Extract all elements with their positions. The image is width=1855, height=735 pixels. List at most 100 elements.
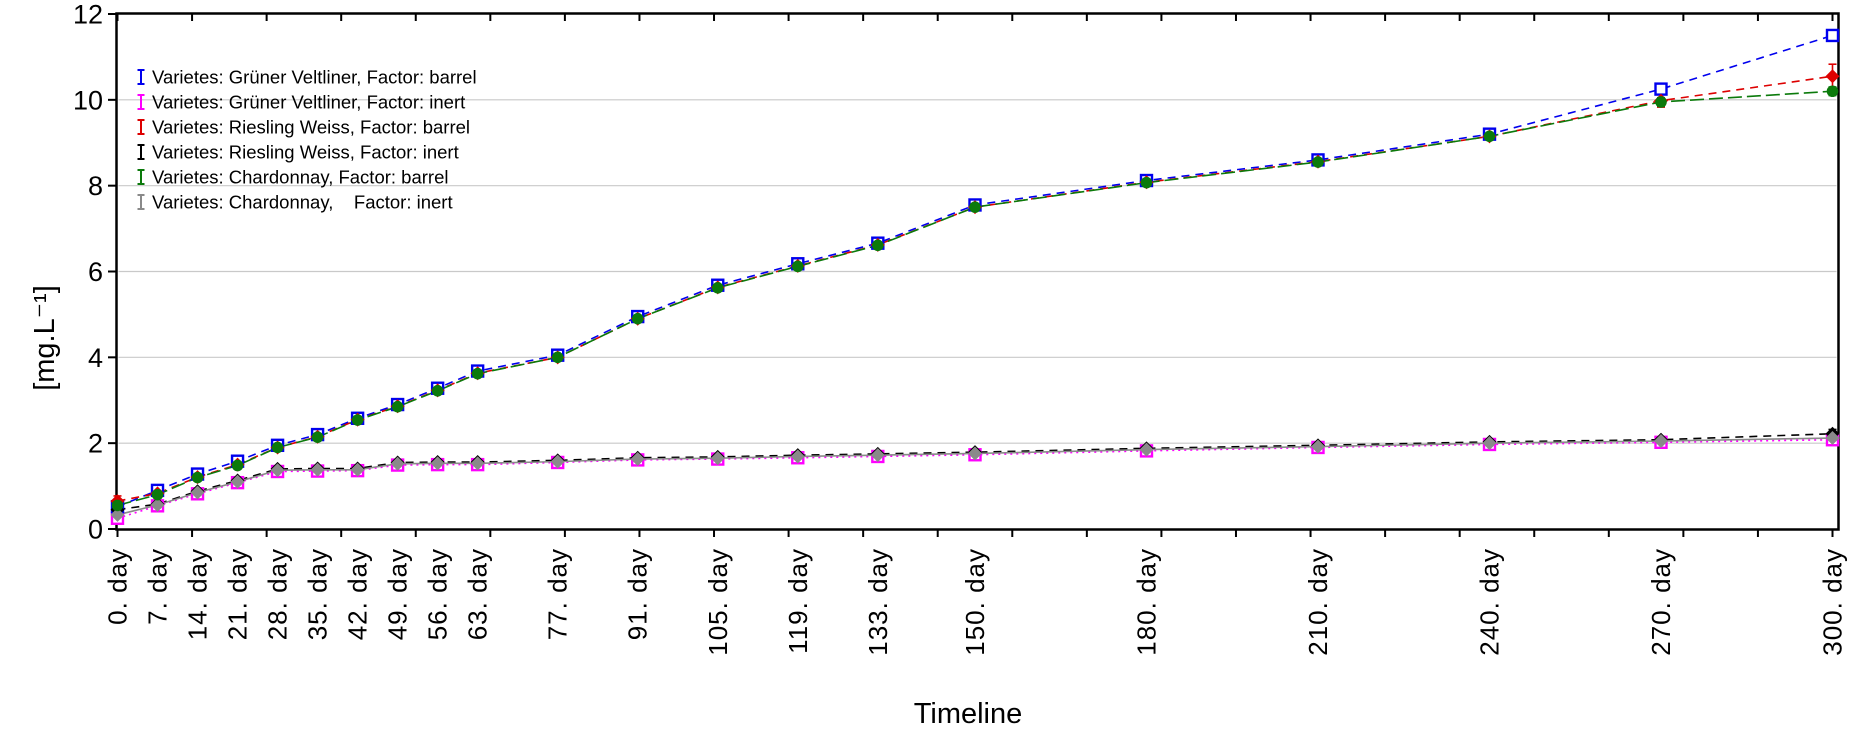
legend-item: Varietes: Grüner Veltliner, Factor: barr… (137, 67, 477, 88)
x-tick-label: 42. day (343, 548, 373, 640)
data-point-marker (471, 367, 484, 380)
data-point-marker (1482, 436, 1497, 451)
data-point-marker (1655, 96, 1667, 108)
data-point-marker (151, 488, 164, 501)
data-point-marker (710, 451, 725, 466)
data-point-marker (551, 351, 564, 364)
x-tick-label: 180. day (1132, 548, 1162, 656)
x-tick-label: 91. day (623, 548, 653, 640)
data-point-marker (1826, 85, 1839, 98)
x-tick-label: 35. day (303, 548, 333, 640)
data-point-marker (630, 452, 645, 467)
x-tick-label: 63. day (463, 548, 493, 640)
y-tick-label: 4 (88, 343, 103, 373)
x-tick-label: 49. day (383, 548, 413, 640)
error-bar-icon (137, 144, 145, 160)
data-point-marker (150, 497, 165, 512)
error-bar-icon (137, 119, 145, 135)
data-point-marker (1483, 130, 1496, 143)
x-tick-label: 270. day (1646, 548, 1676, 656)
data-point-marker (1140, 176, 1153, 189)
data-point-marker (311, 431, 324, 443)
plot-area: 0 2 4 6 8 10 12 0. day 7. day 14. day 21. day 28. d… (73, 0, 1848, 656)
x-tick-label: 240. day (1475, 548, 1505, 656)
data-point-marker (350, 462, 365, 477)
legend-label: Varietes: Riesling Weiss, Factor: barrel (152, 117, 470, 138)
error-bar-icon (137, 194, 145, 210)
data-point-marker (390, 456, 405, 471)
y-tick-label: 2 (88, 429, 103, 459)
data-point-marker (1654, 434, 1668, 449)
data-point-marker (1825, 69, 1840, 84)
data-point-marker (391, 400, 404, 413)
data-point-marker (430, 456, 445, 471)
y-tick-label: 12 (73, 0, 103, 30)
data-point-marker (1654, 82, 1668, 96)
x-tick-label: 105. day (703, 548, 733, 656)
legend-label: Varietes: Riesling Weiss, Factor: inert (152, 142, 459, 163)
x-tick-label: 0. day (103, 548, 133, 625)
y-tick-label: 0 (88, 515, 103, 545)
legend-item: Varietes: Riesling Weiss, Factor: inert (137, 142, 459, 163)
x-tick-label: 210. day (1303, 548, 1333, 656)
error-bar-icon (137, 94, 145, 110)
data-point-marker (1825, 431, 1840, 446)
data-point-marker (870, 448, 885, 463)
x-tick-label: 56. day (423, 548, 453, 640)
data-point-marker (631, 312, 644, 325)
legend-item: Varietes: Riesling Weiss, Factor: barrel (137, 117, 470, 138)
data-point-marker (431, 385, 444, 397)
data-point-marker (550, 454, 565, 469)
x-tick-label: 14. day (183, 548, 213, 640)
x-tick-label: 133. day (863, 548, 893, 656)
legend-item: Varietes: Chardonnay, Factor: inert (137, 192, 453, 213)
data-point-marker (110, 507, 125, 522)
data-point-marker (230, 474, 245, 489)
legend-label: Varietes: Chardonnay, Factor: inert (152, 192, 453, 213)
data-point-marker (231, 459, 244, 472)
data-point-marker (969, 201, 981, 213)
x-tick-label: 150. day (960, 548, 990, 656)
x-tick-label: 21. day (223, 548, 253, 640)
data-point-marker (351, 414, 364, 426)
data-point-marker (270, 463, 285, 478)
data-point-marker (111, 499, 124, 512)
data-point-marker (190, 485, 205, 500)
data-point-marker (968, 446, 982, 461)
data-point-marker (470, 456, 485, 471)
y-tick-label: 8 (88, 171, 103, 201)
data-point-marker (191, 471, 204, 484)
legend-item: Varietes: Grüner Veltliner, Factor: iner… (137, 92, 465, 113)
y-tick-label: 10 (73, 85, 103, 115)
x-axis-title: Timeline (914, 698, 1023, 730)
y-tick-label: 6 (88, 257, 103, 287)
data-point-marker (1312, 156, 1324, 168)
data-point-marker (872, 239, 884, 252)
error-bar-icon (137, 169, 145, 185)
data-point-marker (310, 462, 325, 477)
x-tick-label: 77. day (543, 548, 573, 640)
legend-label: Varietes: Grüner Veltliner, Factor: barr… (152, 67, 477, 88)
series-line-3 (117, 432, 1833, 511)
data-point-marker (1825, 28, 1840, 43)
series-line-1 (117, 438, 1833, 520)
x-tick-label: 119. day (783, 548, 813, 654)
data-point-marker (791, 260, 804, 273)
error-bar-icon (137, 69, 145, 85)
x-tick-label: 300. day (1818, 548, 1848, 656)
legend-label: Varietes: Grüner Veltliner, Factor: iner… (152, 92, 465, 113)
series-line-2 (117, 75, 1833, 502)
y-axis-title: [mg.L⁻¹] (29, 285, 61, 391)
x-tick-label: 28. day (263, 548, 293, 640)
data-point-marker (711, 282, 724, 294)
data-point-marker (1311, 439, 1325, 454)
data-point-marker (1139, 442, 1154, 457)
legend-label: Varietes: Chardonnay, Factor: barrel (152, 167, 448, 188)
legend-item: Varietes: Chardonnay, Factor: barrel (137, 167, 448, 188)
data-point-marker (790, 449, 805, 464)
legend: Varietes: Grüner Veltliner, Factor: barr… (137, 67, 477, 213)
data-point-marker (271, 441, 284, 454)
x-tick-label: 7. day (143, 548, 173, 625)
